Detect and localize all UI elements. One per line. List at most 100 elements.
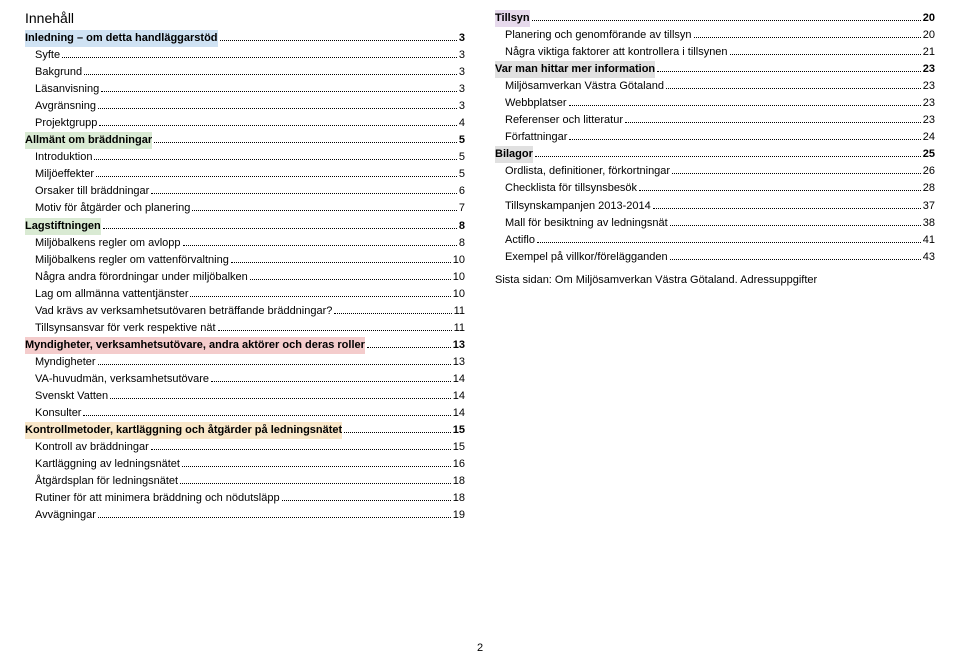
toc-entry: Avgränsning 3	[25, 98, 465, 115]
toc-entry-page: 14	[453, 371, 465, 388]
toc-entry: Miljöbalkens regler om avlopp8	[25, 235, 465, 252]
toc-entry-page: 23	[923, 78, 935, 95]
toc-leader-dots	[183, 237, 457, 246]
toc-leader-dots	[653, 200, 921, 209]
toc-entry: Miljöeffekter5	[25, 166, 465, 183]
toc-leader-dots	[657, 63, 921, 72]
toc-entry-label: Några andra förordningar under miljöbalk…	[35, 269, 248, 286]
toc-entry-page: 26	[923, 163, 935, 180]
toc-leader-dots	[535, 149, 921, 158]
toc-leader-dots	[250, 271, 451, 280]
toc-entry-label: Tillsynskampanjen 2013-2014	[505, 198, 651, 215]
toc-entry-label: Webbplatser	[505, 95, 567, 112]
toc-entry-label: Kontroll av bräddningar	[35, 439, 149, 456]
toc-entry-page: 23	[923, 61, 935, 78]
toc-entry: Kontroll av bräddningar15	[25, 439, 465, 456]
toc-entry-label: Rutiner för att minimera bräddning och n…	[35, 490, 280, 507]
toc-entry-label: Actiflo	[505, 232, 535, 249]
toc-entry-label: Ordlista, definitioner, förkortningar	[505, 163, 670, 180]
toc-leader-dots	[98, 510, 451, 519]
toc-leader-dots	[99, 117, 457, 126]
toc-entry-label: Myndigheter	[35, 354, 96, 371]
toc-entry: Avvägningar19	[25, 507, 465, 524]
toc-entry: Motiv för åtgärder och planering7	[25, 200, 465, 217]
toc-column-right: Tillsyn20Planering och genomförande av t…	[495, 10, 935, 524]
toc-entry-page: 18	[453, 490, 465, 507]
toc-entry-page: 3	[459, 98, 465, 115]
toc-leader-dots	[180, 475, 451, 484]
toc-entry-page: 14	[453, 405, 465, 422]
toc-entry-page: 5	[459, 166, 465, 183]
toc-entry-label: VA-huvudmän, verksamhetsutövare	[35, 371, 209, 388]
toc-leader-dots	[532, 12, 921, 21]
toc-entry: Actiflo 41	[495, 232, 935, 249]
toc-entry-page: 21	[923, 44, 935, 61]
toc-entry-label: Myndigheter, verksamhetsutövare, andra a…	[25, 337, 365, 354]
toc-entry-label: Orsaker till bräddningar	[35, 183, 149, 200]
toc-entry-page: 8	[459, 218, 465, 235]
toc-entry-label: Några viktiga faktorer att kontrollera i…	[505, 44, 728, 61]
toc-entry-page: 11	[454, 320, 465, 337]
toc-entry-label: Författningar	[505, 129, 567, 146]
toc-entry-label: Avgränsning	[35, 98, 96, 115]
toc-leader-dots	[110, 390, 451, 399]
toc-leader-dots	[639, 183, 921, 192]
toc-leader-dots	[94, 152, 456, 161]
toc-leader-dots	[98, 356, 451, 365]
toc-entry: Ordlista, definitioner, förkortningar 26	[495, 163, 935, 180]
toc-entry-label: Bilagor	[495, 146, 533, 163]
toc-entry-label: Svenskt Vatten	[35, 388, 108, 405]
toc-entry: Introduktion5	[25, 149, 465, 166]
toc-entry: Orsaker till bräddningar 6	[25, 183, 465, 200]
toc-entry-label: Lagstiftningen	[25, 218, 101, 235]
toc-entry-page: 15	[453, 422, 465, 439]
toc-leader-dots	[672, 166, 921, 175]
toc-entry-page: 5	[459, 132, 465, 149]
toc-entry-label: Tillsynsansvar för verk respektive nät	[35, 320, 216, 337]
page-number: 2	[477, 642, 483, 654]
toc-entry-page: 6	[459, 183, 465, 200]
toc-leader-dots	[151, 186, 457, 195]
toc-entry: Kontrollmetoder, kartläggning och åtgärd…	[25, 422, 465, 439]
toc-entry-label: Projektgrupp	[35, 115, 97, 132]
toc-entry: Rutiner för att minimera bräddning och n…	[25, 490, 465, 507]
toc-leader-dots	[103, 220, 457, 229]
toc-title: Innehåll	[25, 10, 465, 26]
toc-entry-page: 16	[453, 456, 465, 473]
toc-entry-page: 10	[453, 269, 465, 286]
toc-entry: Lag om allmänna vattentjänster10	[25, 286, 465, 303]
toc-entry-page: 20	[923, 10, 935, 27]
toc-entry: Webbplatser 23	[495, 95, 935, 112]
toc-leader-dots	[98, 100, 457, 109]
toc-entry: Bilagor25	[495, 146, 935, 163]
toc-entry-label: Inledning – om detta handläggarstöd	[25, 30, 218, 47]
toc-leader-dots	[670, 251, 921, 260]
toc-leader-dots	[83, 407, 450, 416]
toc-leader-dots	[154, 134, 457, 143]
toc-leader-dots	[569, 97, 921, 106]
toc-entry-page: 38	[923, 215, 935, 232]
toc-entry: Kartläggning av ledningsnätet 16	[25, 456, 465, 473]
toc-entry-page: 10	[453, 286, 465, 303]
toc-entry-label: Konsulter	[35, 405, 81, 422]
toc-entry: Allmänt om bräddningar5	[25, 132, 465, 149]
toc-entry: Några viktiga faktorer att kontrollera i…	[495, 44, 935, 61]
toc-entry-page: 41	[923, 232, 935, 249]
toc-entry: Projektgrupp4	[25, 115, 465, 132]
toc-entry: Tillsynskampanjen 2013-201437	[495, 198, 935, 215]
toc-entry: Syfte3	[25, 47, 465, 64]
toc-entry-label: Kartläggning av ledningsnätet	[35, 456, 180, 473]
toc-entry-page: 23	[923, 95, 935, 112]
toc-entry-label: Exempel på villkor/förelägganden	[505, 249, 668, 266]
toc-entry-page: 13	[453, 337, 465, 354]
toc-leader-dots	[367, 339, 451, 348]
toc-leader-dots	[282, 492, 451, 501]
toc-entry-label: Kontrollmetoder, kartläggning och åtgärd…	[25, 422, 342, 439]
toc-entry-page: 19	[453, 507, 465, 524]
toc-entry: Myndigheter13	[25, 354, 465, 371]
toc-entry: Mall för besiktning av ledningsnät38	[495, 215, 935, 232]
toc-entry: Exempel på villkor/förelägganden43	[495, 249, 935, 266]
toc-entry: Checklista för tillsynsbesök28	[495, 180, 935, 197]
toc-entry: Några andra förordningar under miljöbalk…	[25, 269, 465, 286]
toc-leader-dots	[730, 46, 921, 55]
